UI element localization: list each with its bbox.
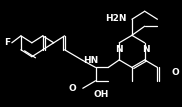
Text: HN: HN <box>83 56 98 65</box>
Text: O: O <box>69 84 77 93</box>
Text: N: N <box>142 45 149 54</box>
Text: H2N: H2N <box>105 14 126 23</box>
Text: OH: OH <box>93 90 109 99</box>
Text: O: O <box>172 68 180 77</box>
Text: N: N <box>115 45 123 54</box>
Text: F: F <box>4 38 11 47</box>
